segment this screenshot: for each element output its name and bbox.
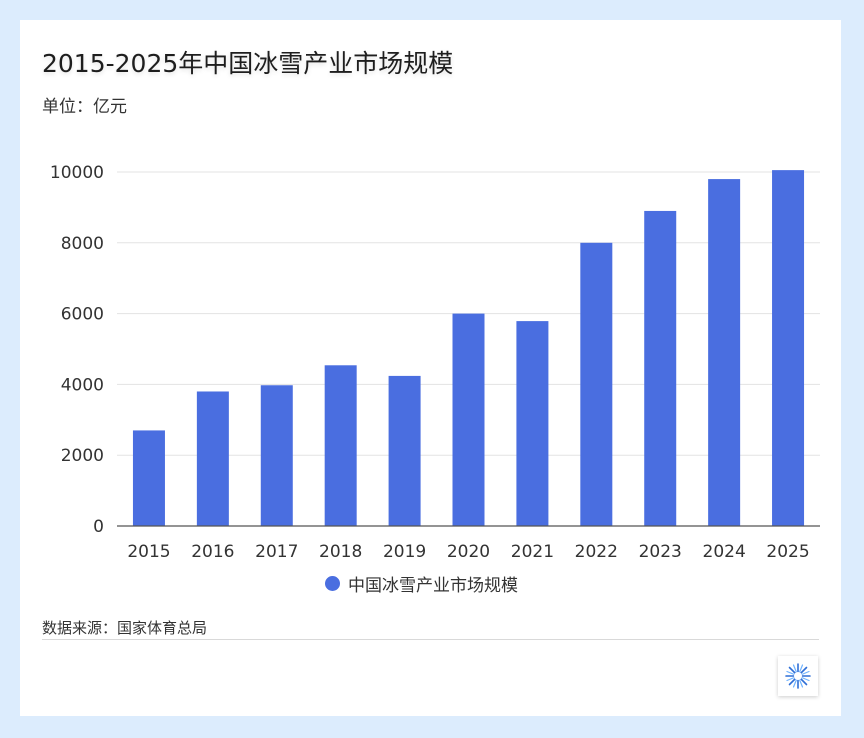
bar-2023[interactable] bbox=[644, 210, 677, 526]
data-source: 数据来源：国家体育总局 bbox=[42, 619, 208, 637]
unit-label: 单位：亿元 bbox=[42, 97, 127, 117]
x-axis-ticks: 2015 2016 2017 2018 2019 2020 2021 2022 2023 2024… bbox=[127, 542, 809, 562]
x-tick-label: 2019 bbox=[383, 542, 426, 562]
bar-2022[interactable] bbox=[580, 242, 613, 527]
chart-card: 2015-2025年中国冰雪产业市场规模 单位：亿元 0 2000 4000 6000… bbox=[20, 20, 841, 716]
bar-2020[interactable] bbox=[452, 313, 485, 526]
legend-marker bbox=[325, 575, 340, 591]
publisher-logo bbox=[778, 656, 818, 696]
x-tick-label: 2024 bbox=[703, 542, 746, 562]
x-tick-label: 2018 bbox=[319, 542, 362, 562]
bar-2016[interactable] bbox=[196, 391, 229, 526]
bar-2015[interactable] bbox=[132, 430, 165, 526]
y-tick-label: 4000 bbox=[61, 375, 104, 395]
y-tick-label: 6000 bbox=[61, 305, 104, 325]
footer-divider bbox=[42, 639, 819, 640]
x-tick-label: 2015 bbox=[127, 542, 170, 562]
bar-2018[interactable] bbox=[324, 365, 357, 526]
legend[interactable]: 中国冰雪产业市场规模 bbox=[325, 572, 518, 596]
chart-title: 2015-2025年中国冰雪产业市场规模 bbox=[42, 49, 454, 78]
y-tick-label: 8000 bbox=[61, 234, 104, 254]
bar-2017[interactable] bbox=[260, 385, 293, 526]
legend-label: 中国冰雪产业市场规模 bbox=[348, 575, 518, 596]
bars bbox=[132, 170, 805, 527]
x-tick-label: 2017 bbox=[255, 542, 298, 562]
x-tick-label: 2023 bbox=[639, 542, 682, 562]
y-axis-ticks: 0 2000 4000 6000 8000 10000 bbox=[50, 163, 104, 537]
starburst-logo-icon bbox=[785, 663, 811, 689]
bar-2021[interactable] bbox=[516, 321, 549, 526]
x-tick-label: 2022 bbox=[575, 542, 618, 562]
x-tick-label: 2016 bbox=[191, 542, 234, 562]
y-tick-label: 10000 bbox=[50, 163, 104, 183]
x-tick-label: 2025 bbox=[766, 542, 809, 562]
bar-2019[interactable] bbox=[388, 375, 421, 526]
x-tick-label: 2020 bbox=[447, 542, 490, 562]
x-tick-label: 2021 bbox=[511, 542, 554, 562]
bar-2024[interactable] bbox=[708, 179, 741, 526]
bar-2025[interactable] bbox=[772, 170, 805, 527]
y-tick-label: 0 bbox=[93, 517, 104, 537]
y-tick-label: 2000 bbox=[61, 446, 104, 466]
